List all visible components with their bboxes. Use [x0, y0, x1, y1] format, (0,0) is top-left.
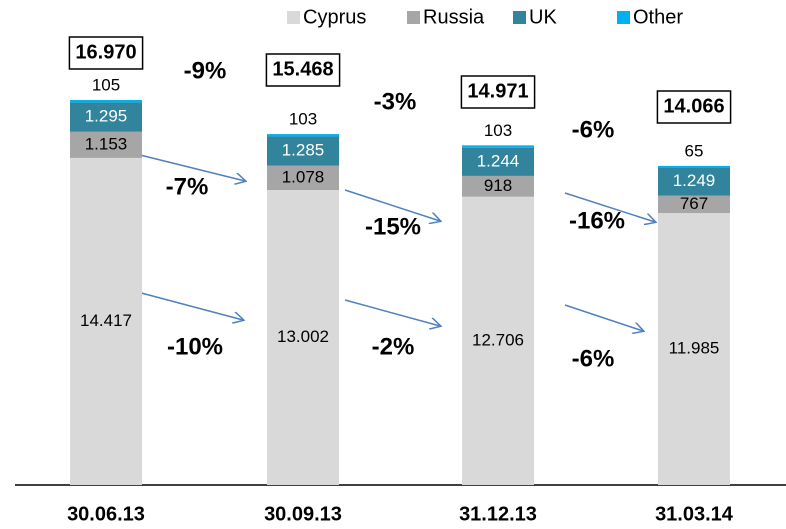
- annotation: -2%: [372, 333, 415, 360]
- total-box: [460, 75, 536, 109]
- annotation: -6%: [572, 116, 615, 143]
- x-tick-label: 30.09.13: [264, 503, 342, 525]
- bar-segment: [267, 136, 339, 166]
- total-label: 16.970: [75, 41, 136, 63]
- annotation: -15%: [365, 213, 421, 240]
- arrow: [564, 192, 655, 222]
- legend-swatch: [287, 11, 300, 24]
- value-label: 13.002: [277, 327, 329, 346]
- arrows: [127, 151, 655, 331]
- total-box: [265, 53, 341, 87]
- value-label: 105: [92, 75, 120, 94]
- value-label: 103: [484, 121, 512, 140]
- arrow: [127, 151, 245, 181]
- bar-segment: [267, 134, 339, 137]
- value-label: 918: [484, 176, 512, 195]
- arrow: [129, 289, 243, 320]
- bar-segment: [658, 195, 730, 214]
- legend-swatch: [407, 11, 420, 24]
- bar-segment: [70, 100, 142, 103]
- value-label: 65: [685, 141, 704, 160]
- value-label: 103: [289, 110, 317, 129]
- annotation: -6%: [572, 345, 615, 372]
- value-label: 1.153: [85, 134, 128, 153]
- bar-segment: [267, 190, 339, 485]
- total-label: 14.066: [663, 95, 724, 117]
- bar-segment: [70, 131, 142, 158]
- total-box: [656, 90, 732, 124]
- bar-segment: [462, 145, 534, 148]
- annotation: -16%: [569, 207, 625, 234]
- value-label: 1.244: [477, 151, 520, 170]
- legend-label: Other: [633, 6, 683, 28]
- value-label: 14.417: [80, 311, 132, 330]
- value-label: 767: [680, 194, 708, 213]
- bar-segment: [658, 167, 730, 196]
- legend-swatch: [617, 11, 630, 24]
- x-tick-label: 30.06.13: [67, 503, 145, 525]
- annotation: -9%: [184, 57, 227, 84]
- bar-segment: [658, 165, 730, 168]
- arrow: [344, 299, 440, 326]
- legend-label: Russia: [423, 6, 485, 28]
- legend-swatch: [513, 11, 526, 24]
- arrow: [344, 189, 440, 221]
- value-label: 12.706: [472, 330, 524, 349]
- legend-label: Cyprus: [303, 6, 366, 28]
- bar-segment: [70, 102, 142, 132]
- total-label: 14.971: [467, 80, 528, 102]
- value-label: 1.295: [85, 107, 128, 126]
- bar-segment: [267, 165, 339, 191]
- value-label: 1.249: [673, 171, 716, 190]
- bar-segment: [462, 196, 534, 485]
- legend-label: UK: [529, 6, 557, 28]
- total-label: 15.468: [272, 58, 333, 80]
- annotation: -3%: [374, 88, 417, 115]
- bar-segment: [462, 147, 534, 176]
- value-label: 11.985: [669, 339, 720, 358]
- total-box: [68, 36, 144, 70]
- x-tick-label: 31.12.13: [459, 503, 537, 525]
- value-label: 1.285: [282, 140, 325, 159]
- value-label: 1.078: [282, 167, 325, 186]
- x-tick-label: 31.03.14: [655, 503, 734, 525]
- annotation: -7%: [166, 173, 209, 200]
- bar-segment: [658, 213, 730, 486]
- arrow: [564, 304, 643, 331]
- annotation: -10%: [167, 333, 223, 360]
- bar-segment: [70, 157, 142, 485]
- bar-segment: [462, 175, 534, 197]
